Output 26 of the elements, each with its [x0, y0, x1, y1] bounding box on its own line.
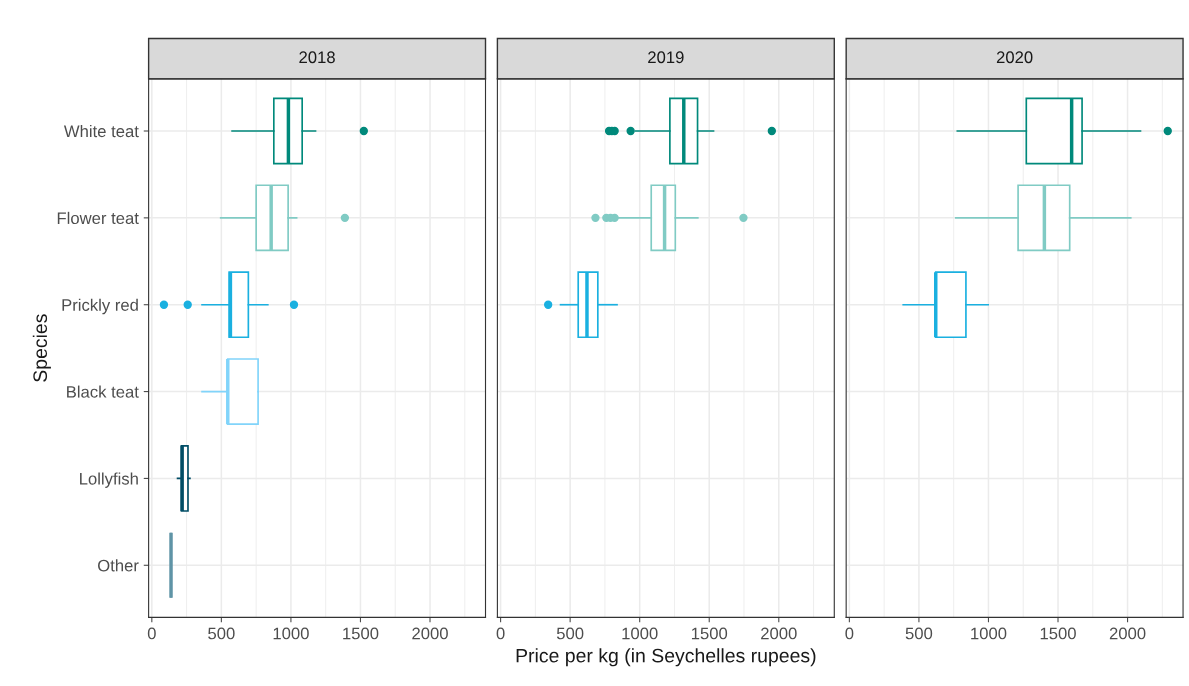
y-axis-title: Species	[32, 314, 51, 382]
chart-title: 2018	[299, 51, 335, 64]
x-tick-label: 0	[496, 627, 505, 640]
x-tick-label: 500	[905, 627, 933, 640]
x-tick-label: 2000	[1109, 627, 1146, 640]
x-tick-label: 1500	[1040, 627, 1076, 640]
x-tick-label: 2000	[761, 627, 797, 640]
y-tick-label: Other	[98, 559, 139, 572]
y-tick-label: Flower teat	[57, 211, 139, 225]
x-tick-label: 1000	[971, 627, 1007, 640]
y-tick-label: Black teat	[67, 385, 139, 398]
chart-title: 2019	[648, 51, 684, 64]
x-tick-label: 0	[147, 627, 156, 640]
x-tick-label: 500	[556, 627, 584, 640]
y-tick-label: White teat	[63, 124, 139, 138]
x-axis-title: Price per kg (in Seychelles rupees)	[516, 648, 816, 667]
x-tick-label: 1000	[622, 627, 658, 640]
x-tick-label: 1500	[691, 627, 728, 640]
x-tick-label: 0	[845, 627, 854, 640]
y-tick-label: Prickly red	[62, 298, 138, 315]
x-tick-label: 2000	[412, 627, 448, 640]
x-tick-label: 500	[208, 627, 235, 640]
chart-title: 2020	[996, 51, 1033, 64]
x-tick-label: 1500	[343, 627, 379, 640]
x-tick-label: 1000	[273, 627, 309, 640]
y-tick-label: Lollyfish	[80, 472, 138, 488]
